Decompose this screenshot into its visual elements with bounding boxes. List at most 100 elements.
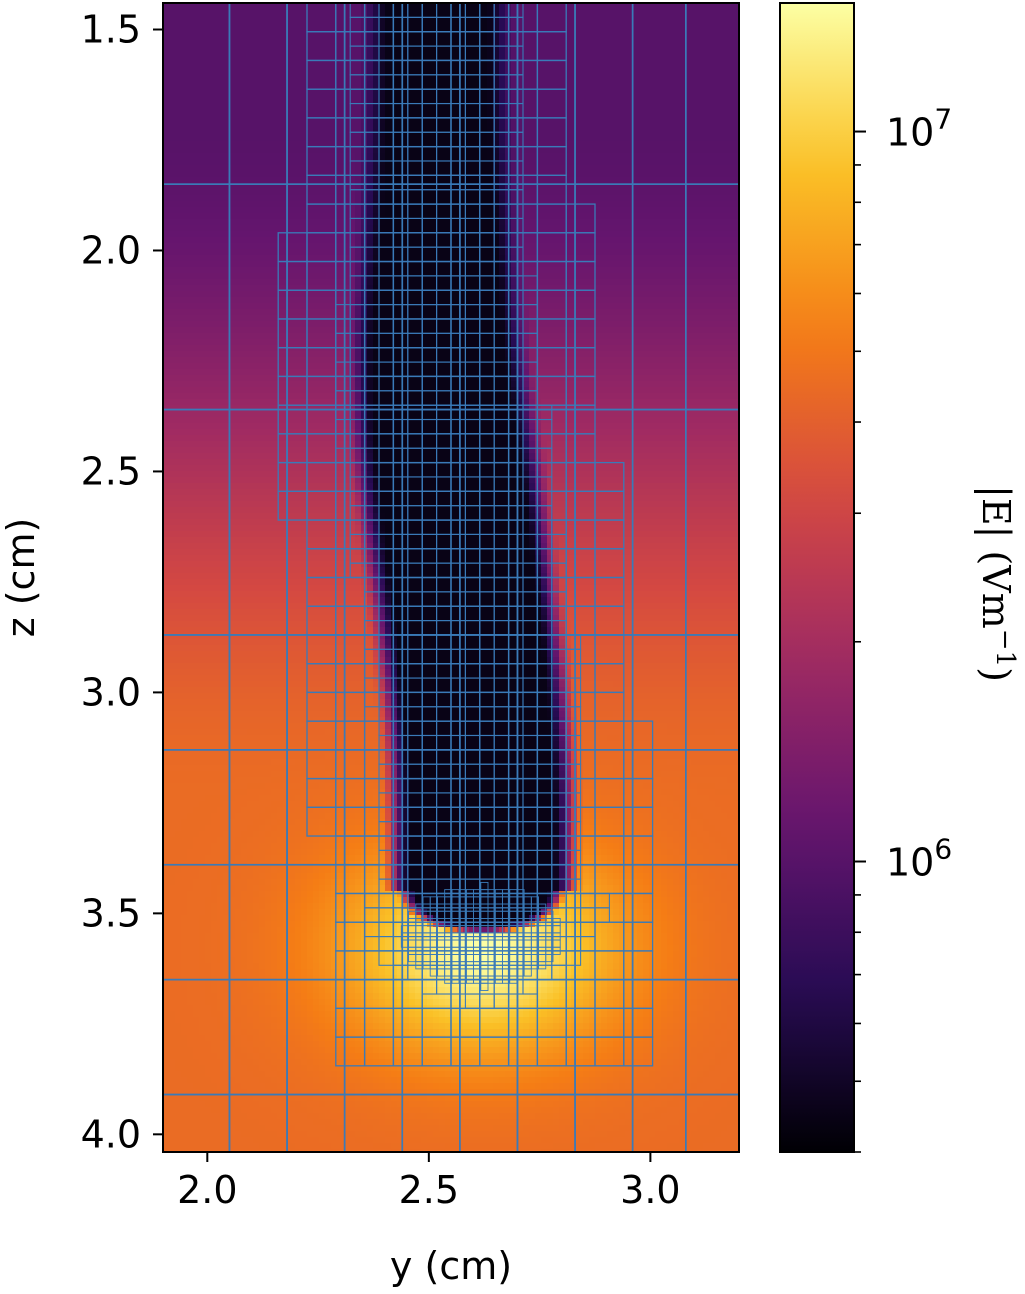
field-cell bbox=[313, 15, 320, 22]
field-cell bbox=[667, 135, 674, 142]
field-cell bbox=[733, 87, 739, 94]
field-cell bbox=[415, 87, 422, 94]
field-cell bbox=[301, 273, 308, 280]
field-cell bbox=[559, 267, 566, 274]
field-cell bbox=[187, 165, 194, 172]
field-cell bbox=[235, 291, 242, 298]
field-cell bbox=[337, 15, 344, 22]
field-cell bbox=[439, 147, 446, 154]
field-cell bbox=[397, 123, 404, 130]
field-cell bbox=[325, 189, 332, 196]
field-cell bbox=[727, 165, 734, 172]
field-cell bbox=[613, 243, 620, 250]
field-cell bbox=[727, 189, 734, 196]
field-cell bbox=[523, 9, 530, 16]
field-cell bbox=[685, 159, 692, 166]
field-cell bbox=[415, 159, 422, 166]
field-cell bbox=[547, 207, 554, 214]
field-cell bbox=[541, 207, 548, 214]
field-cell bbox=[637, 81, 644, 88]
field-cell bbox=[181, 231, 188, 238]
field-cell bbox=[451, 105, 458, 112]
field-cell bbox=[493, 69, 500, 76]
field-cell bbox=[607, 189, 614, 196]
field-cell bbox=[367, 285, 374, 292]
field-cell bbox=[697, 51, 704, 58]
field-cell bbox=[589, 165, 596, 172]
field-cell bbox=[559, 51, 566, 58]
field-cell bbox=[475, 237, 482, 244]
field-cell bbox=[169, 171, 176, 178]
field-cell bbox=[445, 81, 452, 88]
field-cell bbox=[481, 105, 488, 112]
field-cell bbox=[493, 285, 500, 292]
field-cell bbox=[649, 279, 656, 286]
field-cell bbox=[523, 279, 530, 286]
field-cell bbox=[397, 243, 404, 250]
field-cell bbox=[619, 213, 626, 220]
field-cell bbox=[343, 225, 350, 232]
field-cell bbox=[607, 135, 614, 142]
field-cell bbox=[241, 213, 248, 220]
field-cell bbox=[721, 51, 728, 58]
field-cell bbox=[607, 57, 614, 64]
field-cell bbox=[169, 237, 176, 244]
field-cell bbox=[217, 159, 224, 166]
field-cell bbox=[223, 201, 230, 208]
field-cell bbox=[583, 273, 590, 280]
field-cell bbox=[391, 117, 398, 124]
field-cell bbox=[391, 3, 398, 10]
field-cell bbox=[229, 249, 236, 256]
field-cell bbox=[499, 183, 506, 190]
field-cell bbox=[493, 21, 500, 28]
field-cell bbox=[709, 45, 716, 52]
field-cell bbox=[385, 261, 392, 268]
field-cell bbox=[331, 93, 338, 100]
field-cell bbox=[241, 141, 248, 148]
field-cell bbox=[421, 267, 428, 274]
field-cell bbox=[625, 141, 632, 148]
field-cell bbox=[241, 243, 248, 250]
field-cell bbox=[691, 63, 698, 70]
field-cell bbox=[541, 261, 548, 268]
field-cell bbox=[223, 207, 230, 214]
field-cell bbox=[343, 9, 350, 16]
field-cell bbox=[601, 39, 608, 46]
field-cell bbox=[655, 57, 662, 64]
field-cell bbox=[451, 309, 458, 316]
field-cell bbox=[583, 285, 590, 292]
field-cell bbox=[187, 303, 194, 310]
field-cell bbox=[607, 123, 614, 130]
field-cell bbox=[307, 135, 314, 142]
field-cell bbox=[397, 261, 404, 268]
field-cell bbox=[679, 33, 686, 40]
field-cell bbox=[493, 219, 500, 226]
field-cell bbox=[163, 33, 170, 40]
field-cell bbox=[625, 75, 632, 82]
field-cell bbox=[403, 225, 410, 232]
field-cell bbox=[235, 105, 242, 112]
field-cell bbox=[205, 39, 212, 46]
field-cell bbox=[199, 213, 206, 220]
field-cell bbox=[589, 213, 596, 220]
field-cell bbox=[685, 177, 692, 184]
field-cell bbox=[523, 177, 530, 184]
field-cell bbox=[463, 309, 470, 316]
field-cell bbox=[331, 255, 338, 262]
field-cell bbox=[487, 51, 494, 58]
field-cell bbox=[367, 213, 374, 220]
field-cell bbox=[421, 63, 428, 70]
field-cell bbox=[463, 3, 470, 10]
field-cell bbox=[691, 177, 698, 184]
field-cell bbox=[373, 141, 380, 148]
field-cell bbox=[727, 105, 734, 112]
field-cell bbox=[673, 285, 680, 292]
field-cell bbox=[631, 147, 638, 154]
field-cell bbox=[277, 9, 284, 16]
field-cell bbox=[181, 33, 188, 40]
field-cell bbox=[631, 21, 638, 28]
field-cell bbox=[301, 153, 308, 160]
field-cell bbox=[535, 135, 542, 142]
field-cell bbox=[619, 45, 626, 52]
field-cell bbox=[565, 129, 572, 136]
